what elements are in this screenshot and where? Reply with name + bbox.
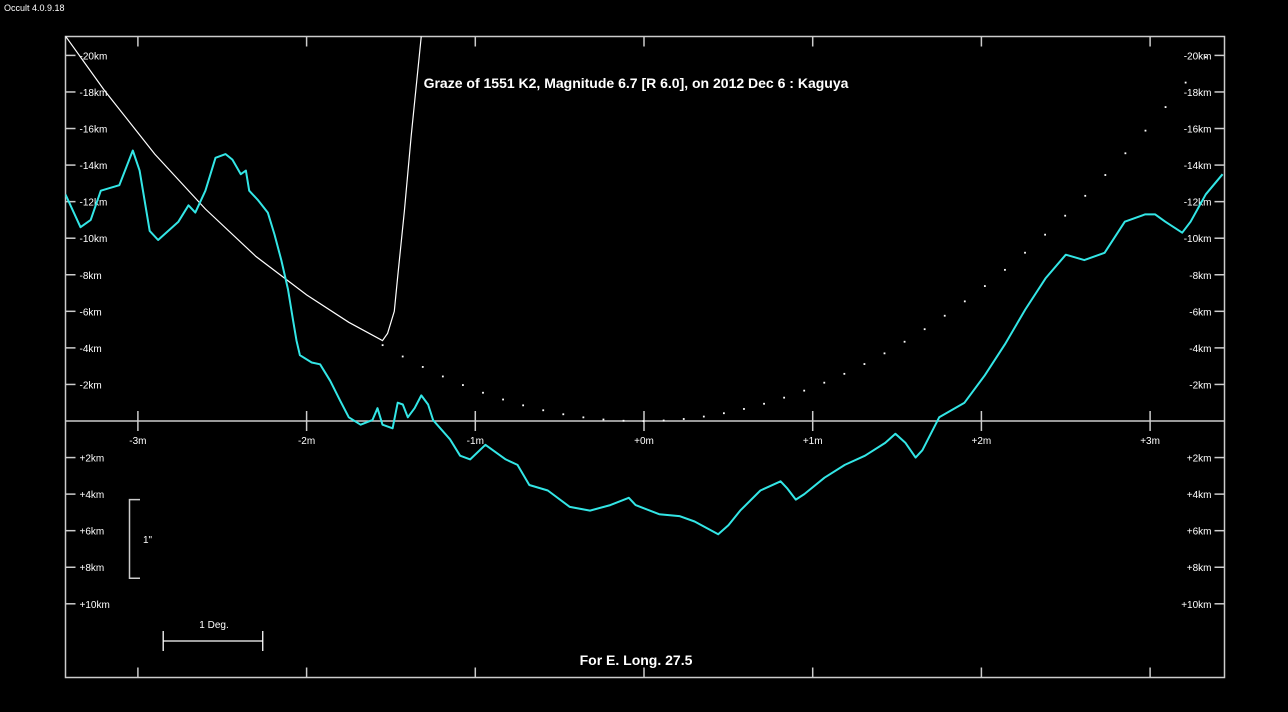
limb-dot bbox=[763, 402, 765, 405]
arcsec-scale-bar bbox=[128, 498, 140, 579]
limb-dot bbox=[1104, 174, 1107, 176]
limb-dot bbox=[662, 419, 665, 422]
y-tick-label-left: +8km bbox=[80, 563, 105, 574]
y-tick-label-right: +8km bbox=[1187, 563, 1212, 574]
y-tick-label-right: -16km bbox=[1184, 125, 1212, 136]
y-tick-label-left: -2km bbox=[80, 380, 102, 391]
limb-dot bbox=[803, 389, 806, 392]
limb-dot bbox=[702, 415, 705, 418]
limb-dot bbox=[783, 396, 786, 399]
limb-dot bbox=[421, 366, 424, 368]
limb-dot bbox=[482, 391, 484, 394]
limb-dot bbox=[1024, 251, 1026, 254]
limb-dot bbox=[1124, 152, 1127, 155]
app-version-label: Occult 4.0.9.18 bbox=[4, 3, 65, 13]
limb-dot bbox=[903, 340, 906, 343]
x-tick-label: -1m bbox=[467, 436, 484, 447]
limb-dot bbox=[1044, 233, 1046, 236]
plot-frame bbox=[64, 35, 1226, 679]
observer-path-line bbox=[65, 36, 422, 342]
y-tick-label-right: -10km bbox=[1184, 234, 1212, 245]
limb-dot bbox=[743, 408, 745, 410]
y-tick-label-right: -14km bbox=[1184, 161, 1212, 172]
y-tick-label-right: -4km bbox=[1189, 344, 1211, 355]
limb-dot bbox=[582, 416, 585, 419]
lunar-limb-profile-line bbox=[65, 149, 1224, 536]
y-tick-label-right: +2km bbox=[1187, 454, 1212, 465]
limb-dot bbox=[462, 384, 464, 386]
limb-dot bbox=[722, 412, 725, 415]
limb-dot bbox=[682, 418, 685, 420]
chart-footer: For E. Long. 27.5 bbox=[580, 652, 693, 668]
limb-dot bbox=[622, 419, 625, 422]
y-tick-label-left: -4km bbox=[80, 344, 102, 355]
limb-dot bbox=[441, 375, 444, 378]
limb-dot bbox=[1064, 214, 1067, 217]
limb-dot bbox=[1004, 268, 1006, 271]
y-tick-label-left: +4km bbox=[80, 490, 105, 501]
x-tick-label: +0m bbox=[634, 436, 654, 447]
y-tick-label-right: -20km bbox=[1184, 51, 1212, 62]
y-tick-label-left: +10km bbox=[80, 600, 110, 611]
limb-dot bbox=[562, 413, 565, 416]
limb-dot bbox=[823, 381, 826, 384]
chart-title: Graze of 1551 K2, Magnitude 6.7 [R 6.0],… bbox=[424, 75, 849, 91]
x-tick-label: -2m bbox=[298, 436, 315, 447]
arcsec-scale-label: 1" bbox=[143, 535, 153, 546]
y-tick-label-right: -8km bbox=[1189, 271, 1211, 282]
y-tick-label-right: +10km bbox=[1181, 600, 1211, 611]
y-tick-label-left: -6km bbox=[80, 307, 102, 318]
limb-dot bbox=[502, 398, 504, 401]
x-tick-label: -3m bbox=[129, 436, 146, 447]
limb-dot bbox=[642, 420, 645, 422]
limb-dot bbox=[883, 352, 886, 355]
limb-dot bbox=[381, 344, 384, 347]
y-tick-label-right: -6km bbox=[1189, 307, 1211, 318]
y-tick-label-right: -18km bbox=[1184, 88, 1212, 99]
limb-dot bbox=[1084, 194, 1087, 197]
y-tick-label-left: -18km bbox=[80, 88, 108, 99]
x-tick-label: +3m bbox=[1140, 436, 1160, 447]
limb-dot bbox=[983, 285, 986, 287]
y-tick-label-left: -8km bbox=[80, 271, 102, 282]
limb-dot bbox=[843, 372, 846, 375]
limb-dot bbox=[943, 314, 946, 317]
y-tick-label-right: +6km bbox=[1187, 527, 1212, 538]
limb-dot bbox=[1184, 81, 1187, 84]
y-tick-label-left: +6km bbox=[80, 527, 105, 538]
x-tick-label: +1m bbox=[803, 436, 823, 447]
limb-dot bbox=[1204, 56, 1207, 59]
y-tick-label-left: -20km bbox=[80, 51, 108, 62]
y-tick-label-right: -12km bbox=[1184, 198, 1212, 209]
degree-scale-label: 1 Deg. bbox=[199, 620, 228, 631]
x-tick-label: +2m bbox=[972, 436, 992, 447]
axes: -3m -2m -1m +0m +1m +2m +3m -20km -20km -18km -18k… bbox=[65, 36, 1225, 678]
marks bbox=[65, 36, 1224, 651]
y-tick-label-left: +2km bbox=[80, 454, 105, 465]
degree-scale-bar bbox=[162, 631, 264, 651]
limb-dot bbox=[522, 404, 525, 407]
y-tick-label-left: -10km bbox=[80, 234, 108, 245]
limb-dot bbox=[863, 363, 866, 365]
limb-dot bbox=[923, 328, 926, 331]
y-tick-label-right: +4km bbox=[1187, 490, 1212, 501]
limb-dot bbox=[401, 355, 404, 358]
y-tick-label-left: -12km bbox=[80, 198, 108, 209]
limb-dot bbox=[602, 418, 605, 421]
limb-dot bbox=[963, 300, 966, 303]
limb-dot bbox=[1164, 106, 1167, 108]
y-tick-label-left: -16km bbox=[80, 125, 108, 136]
limb-dot bbox=[542, 409, 545, 412]
limb-dot bbox=[1144, 129, 1147, 132]
y-tick-label-right: -2km bbox=[1189, 380, 1211, 391]
y-tick-label-left: -14km bbox=[80, 161, 108, 172]
